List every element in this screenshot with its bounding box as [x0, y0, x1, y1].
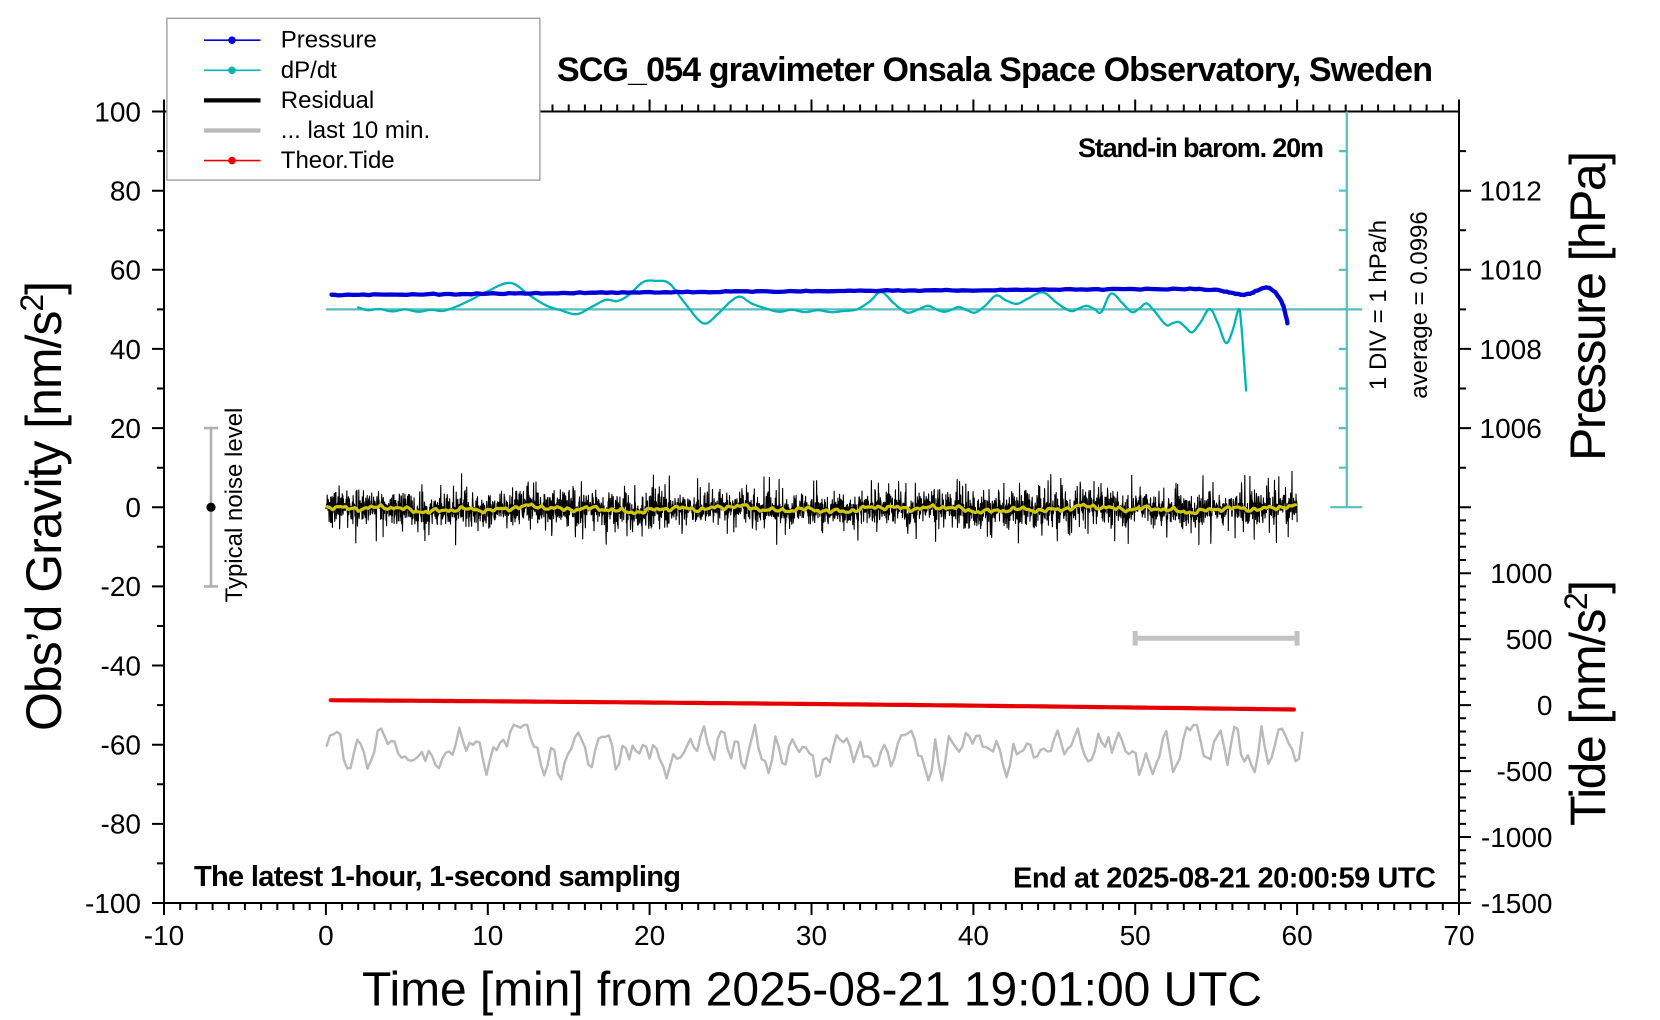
svg-text:1008: 1008 — [1480, 334, 1542, 365]
svg-text:average = 0.0996: average = 0.0996 — [1406, 211, 1433, 399]
svg-text:50: 50 — [1120, 920, 1151, 951]
svg-text:40: 40 — [110, 334, 141, 365]
svg-text:Theor.Tide: Theor.Tide — [281, 147, 395, 174]
svg-text:-1500: -1500 — [1481, 888, 1553, 919]
svg-text:1 DIV = 1 hPa/h: 1 DIV = 1 hPa/h — [1365, 220, 1392, 390]
svg-text:20: 20 — [634, 920, 665, 951]
svg-text:-10: -10 — [144, 920, 184, 951]
svg-text:-40: -40 — [101, 650, 141, 681]
svg-text:-20: -20 — [101, 571, 141, 602]
svg-text:80: 80 — [110, 176, 141, 207]
svg-text:1006: 1006 — [1480, 413, 1542, 444]
svg-text:100: 100 — [94, 96, 141, 127]
svg-text:60: 60 — [1282, 920, 1313, 951]
svg-text:-1000: -1000 — [1481, 822, 1553, 853]
svg-text:10: 10 — [472, 920, 503, 951]
svg-text:70: 70 — [1443, 920, 1474, 951]
svg-text:Stand-in barom. 20m: Stand-in barom. 20m — [1078, 133, 1324, 163]
svg-text:60: 60 — [110, 255, 141, 286]
svg-text:Residual: Residual — [281, 87, 374, 114]
svg-text:... last 10 min.: ... last 10 min. — [281, 117, 430, 144]
svg-text:40: 40 — [958, 920, 989, 951]
svg-text:-100: -100 — [85, 888, 141, 919]
svg-text:Typical noise level: Typical noise level — [221, 408, 248, 603]
svg-text:dP/dt: dP/dt — [281, 57, 337, 84]
svg-text:-500: -500 — [1496, 756, 1552, 787]
svg-text:0: 0 — [318, 920, 334, 951]
svg-text:30: 30 — [796, 920, 827, 951]
svg-text:20: 20 — [110, 413, 141, 444]
svg-text:1012: 1012 — [1480, 176, 1542, 207]
svg-text:500: 500 — [1506, 624, 1553, 655]
svg-text:-80: -80 — [101, 809, 141, 840]
svg-text:Pressure: Pressure — [281, 27, 377, 54]
svg-text:0: 0 — [1537, 690, 1553, 721]
svg-text:Tide [nm/s2]: Tide [nm/s2] — [1558, 580, 1616, 826]
svg-text:End at 2025-08-21 20:00:59 UTC: End at 2025-08-21 20:00:59 UTC — [1013, 863, 1436, 895]
svg-text:1010: 1010 — [1480, 255, 1542, 286]
svg-text:The latest 1-hour, 1-second sa: The latest 1-hour, 1-second sampling — [194, 861, 681, 893]
svg-text:-60: -60 — [101, 730, 141, 761]
svg-text:1000: 1000 — [1490, 558, 1552, 589]
svg-text:Time [min] from 2025-08-21 19:: Time [min] from 2025-08-21 19:01:00 UTC — [362, 964, 1262, 1017]
svg-text:Obs’d Gravity [nm/s2]: Obs’d Gravity [nm/s2] — [14, 281, 72, 731]
svg-text:0: 0 — [125, 492, 141, 523]
svg-text:SCG_054 gravimeter Onsala Spac: SCG_054 gravimeter Onsala Space Observat… — [557, 51, 1433, 89]
svg-text:Pressure [hPa]: Pressure [hPa] — [1560, 151, 1616, 461]
